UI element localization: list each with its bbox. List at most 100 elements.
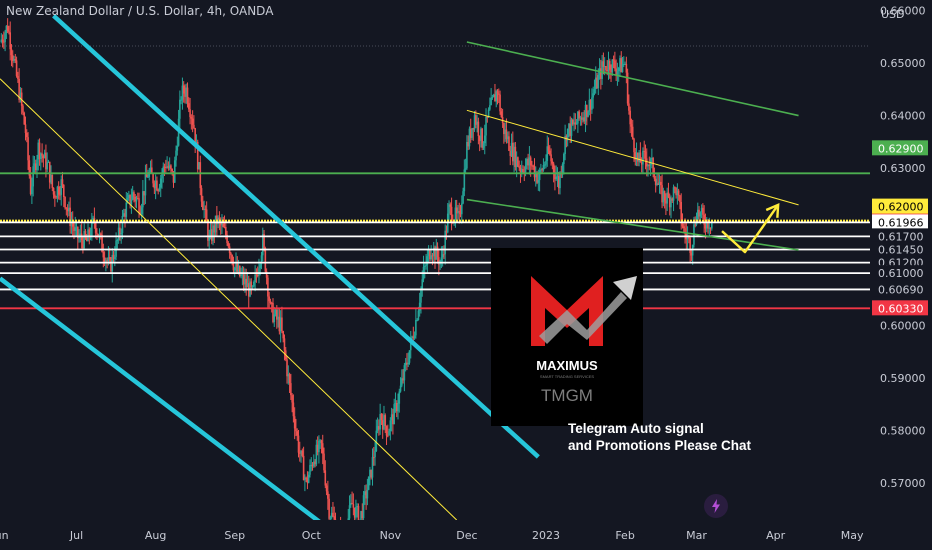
candle-body: [482, 143, 485, 148]
candle-body: [13, 59, 15, 62]
y-tick-label: 0.63000: [880, 162, 926, 175]
candle-body: [187, 103, 190, 110]
candle-body: [55, 197, 57, 199]
candle-body: [96, 232, 98, 235]
candle-body: [241, 274, 244, 276]
candle-body: [398, 391, 401, 404]
candle-body: [626, 72, 629, 104]
candle-body: [148, 172, 151, 177]
candle-body: [288, 374, 291, 384]
candle-body: [19, 92, 22, 100]
candle-body: [630, 124, 633, 127]
candle-body: [364, 491, 366, 496]
promo-line-1: Telegram Auto signal: [568, 421, 704, 436]
candle-body: [139, 212, 142, 215]
candle-body: [320, 440, 323, 444]
candle-body: [568, 123, 570, 129]
candle-body: [1, 39, 4, 42]
candle-body: [705, 219, 708, 229]
candle-body: [416, 319, 418, 321]
candle-body: [29, 175, 32, 195]
candle-body: [309, 465, 311, 475]
candle-body: [472, 128, 475, 130]
candle-body: [245, 278, 248, 288]
candle-body: [173, 160, 176, 183]
candle-body: [328, 498, 330, 519]
candle-body: [17, 75, 19, 79]
candle-body: [617, 67, 620, 72]
candle-body: [304, 477, 306, 481]
candle-body: [462, 191, 464, 204]
candle-body: [33, 163, 36, 167]
candle-body: [259, 264, 262, 269]
candle-body: [5, 25, 8, 34]
candle-body: [51, 174, 54, 188]
promo-line-2: and Promotions Please Chat: [568, 438, 752, 453]
candle-body: [208, 236, 211, 241]
candle-body: [653, 172, 656, 179]
candle-body: [270, 302, 273, 304]
candle-body: [409, 337, 412, 351]
price-tag-label: 0.61700: [878, 230, 924, 243]
candle-body: [492, 94, 495, 97]
candle-body: [577, 111, 579, 124]
candle-body: [571, 119, 574, 125]
candle-body: [563, 153, 565, 165]
candle-body: [101, 234, 103, 253]
candle-body: [353, 507, 356, 518]
candle-body: [473, 115, 476, 130]
candle-body: [250, 281, 253, 287]
candle-body: [427, 250, 430, 257]
candle-body: [196, 141, 199, 170]
candle-body: [131, 192, 134, 200]
candle-body: [301, 450, 304, 456]
candle-body: [652, 158, 654, 173]
candle-body: [552, 163, 555, 173]
candle-body: [430, 255, 432, 260]
candle-body: [140, 207, 143, 215]
candle-body: [218, 217, 221, 221]
candle-body: [518, 166, 520, 168]
candle-body: [429, 250, 431, 260]
candle-body: [434, 247, 436, 260]
candle-body: [272, 302, 274, 322]
candle-body: [674, 187, 676, 189]
currency-label: USD: [881, 8, 905, 21]
candle-body: [315, 444, 318, 465]
price-tag-bg: [872, 265, 928, 281]
candle-body: [556, 176, 559, 178]
price-tag-bg: [872, 300, 928, 316]
candle-body: [200, 188, 203, 202]
candle-body: [40, 153, 42, 160]
candle-body: [18, 78, 20, 100]
candle-body: [625, 63, 628, 73]
candle-body: [167, 166, 170, 169]
candle-body: [408, 350, 411, 363]
candle-body: [435, 246, 438, 260]
candle-body: [555, 176, 557, 180]
candle-body: [279, 317, 282, 332]
candle-body: [579, 117, 582, 119]
candle-body: [431, 255, 434, 257]
candle-body: [283, 338, 286, 351]
candle-body: [190, 117, 193, 119]
candle-body: [122, 213, 125, 217]
candle-body: [295, 428, 297, 432]
candle-body: [611, 59, 614, 73]
candle-body: [541, 169, 543, 171]
candle-body: [194, 128, 196, 145]
candle-body: [300, 450, 302, 454]
candle-body: [594, 77, 597, 90]
candle-body: [564, 136, 566, 154]
candle-body: [106, 260, 108, 262]
candle-body: [143, 191, 145, 196]
candle-body: [468, 128, 471, 147]
lightning-button[interactable]: [704, 494, 728, 518]
candle-body: [116, 240, 119, 242]
candle-body: [704, 224, 707, 229]
candle-body: [666, 192, 668, 204]
candle-body: [658, 181, 661, 186]
candle-body: [486, 116, 489, 118]
